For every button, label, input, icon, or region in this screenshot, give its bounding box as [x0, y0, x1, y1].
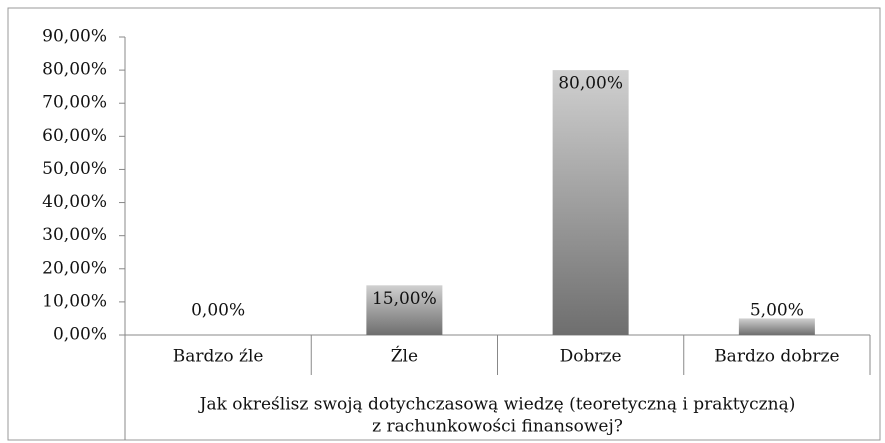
y-tick-label: 40,00% — [42, 192, 107, 212]
y-tick-label: 60,00% — [42, 126, 107, 146]
data-label: 80,00% — [558, 74, 623, 94]
y-tick-label: 80,00% — [42, 60, 107, 80]
chart-border — [7, 7, 881, 441]
bar — [738, 318, 815, 335]
x-axis-title: Jak określisz swoją dotychczasową wiedzę… — [198, 395, 796, 415]
bar — [366, 285, 443, 335]
x-tick-label: Dobrze — [560, 347, 622, 367]
data-label: 5,00% — [750, 301, 804, 321]
y-tick-label: 10,00% — [42, 291, 107, 311]
y-tick-label: 20,00% — [42, 258, 107, 278]
data-label: 0,00% — [191, 301, 245, 321]
y-tick-label: 30,00% — [42, 225, 107, 245]
y-tick-label: 0,00% — [53, 325, 107, 345]
x-tick-label: Źle — [391, 346, 418, 367]
data-label: 15,00% — [372, 289, 437, 309]
y-tick-label: 70,00% — [42, 93, 107, 113]
x-tick-label: Bardzo źle — [173, 347, 264, 367]
y-tick-label: 90,00% — [42, 27, 107, 47]
bar — [552, 70, 629, 335]
y-tick-label: 50,00% — [42, 159, 107, 179]
x-tick-label: Bardzo dobrze — [714, 347, 839, 367]
x-axis-title: z rachunkowości finansowej? — [372, 417, 623, 437]
